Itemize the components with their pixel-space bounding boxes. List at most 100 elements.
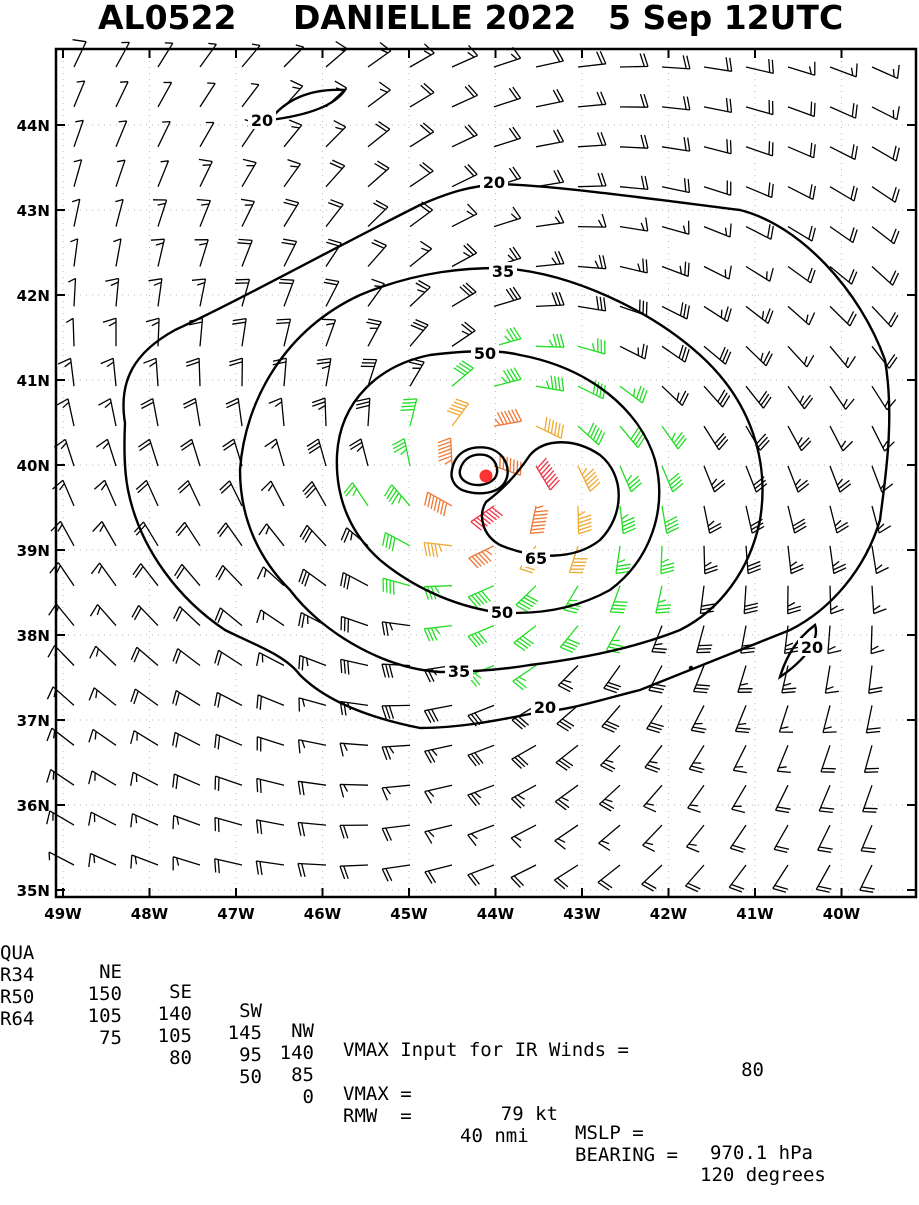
wind-barb — [143, 357, 159, 387]
vmax-label: VMAX = — [343, 1083, 412, 1105]
vmax-value: 79 kt — [500, 1102, 558, 1125]
wind-barb — [409, 43, 435, 68]
wind-barb — [451, 321, 476, 347]
wind-barb — [535, 169, 565, 188]
wind-barb — [820, 745, 836, 773]
wind-barb — [340, 658, 369, 675]
wind-barb — [773, 824, 790, 854]
wind-barb — [699, 585, 715, 615]
wind-barb — [172, 856, 201, 871]
wind-barb — [98, 398, 117, 427]
contour-label-bg — [489, 262, 517, 280]
wind-barb — [661, 505, 680, 535]
wind-barb — [535, 333, 565, 348]
wind-barb — [619, 134, 649, 149]
vmax-input-value: 80 — [741, 1058, 764, 1081]
contour-label-bg — [471, 344, 499, 362]
wind-barb — [619, 175, 649, 191]
wind-barb — [240, 198, 255, 227]
wind-barb — [787, 465, 810, 493]
wind-barb — [619, 465, 642, 493]
wind-barb — [50, 520, 75, 547]
wind-barb — [172, 648, 201, 667]
wind-barb — [340, 615, 369, 633]
contour-65-inner-b — [458, 453, 499, 487]
wind-barb — [360, 358, 378, 387]
wind-barb — [174, 563, 201, 587]
wind-barb — [787, 385, 814, 410]
small-dot — [688, 665, 694, 671]
wind-barb — [424, 864, 453, 884]
wind-barb — [661, 220, 690, 235]
map-frame — [54, 47, 918, 899]
wind-barb — [172, 731, 201, 748]
storm-name: DANIELLE 2022 — [293, 0, 577, 37]
r64-ne: 75 — [99, 1027, 122, 1049]
wind-barb — [339, 783, 369, 798]
lon-label: 43W — [563, 905, 601, 923]
wind-barb — [113, 238, 122, 267]
wind-barb — [619, 505, 636, 535]
wind-barb — [493, 408, 523, 427]
contour-65-inner-a — [450, 446, 509, 495]
r64-se: 80 — [169, 1046, 192, 1069]
wind-barb — [237, 238, 253, 267]
wind-barb — [563, 585, 581, 614]
wind-barb — [185, 357, 201, 387]
wind-barb — [619, 299, 648, 317]
wind-barb — [829, 345, 856, 369]
wind-barb — [70, 238, 79, 267]
wind-barb — [194, 239, 209, 267]
wind-barb — [214, 649, 243, 667]
wind-barb — [88, 728, 117, 746]
wind-barb — [871, 64, 900, 79]
wind-barb — [535, 375, 565, 392]
wind-barb — [703, 345, 732, 365]
wind-barb — [48, 851, 75, 866]
wind-barb — [745, 345, 773, 367]
wind-barb — [298, 654, 327, 671]
wind-barb — [703, 385, 731, 408]
wind-barb — [381, 621, 411, 636]
wind-barb — [49, 562, 75, 587]
wind-barb — [73, 159, 83, 187]
wind-barb — [100, 357, 117, 387]
wind-barb — [256, 694, 285, 710]
wind-barb — [690, 705, 707, 734]
wind-barb — [73, 80, 86, 108]
wind-barb — [643, 784, 663, 813]
wind-barb — [493, 206, 522, 228]
wind-barb — [381, 864, 411, 882]
r64-nw: 0 — [302, 1085, 314, 1108]
wind-barb — [619, 93, 649, 108]
wind-barb — [424, 784, 453, 804]
wind-barb — [775, 784, 791, 814]
wind-barb — [88, 687, 117, 706]
wind-barb — [214, 775, 243, 791]
lat-label: 40N — [17, 457, 50, 475]
wind-barb — [829, 265, 858, 285]
wind-barb — [157, 42, 174, 68]
wind-barb — [493, 86, 522, 108]
col-se: SE — [169, 980, 192, 1003]
wind-barb — [325, 120, 347, 148]
wind-barb — [787, 101, 816, 118]
r50-ne: 105 — [87, 1005, 122, 1027]
wind-barb — [88, 811, 117, 826]
r50-sw: 95 — [239, 1044, 262, 1066]
wind-barb — [340, 527, 369, 547]
wind-barb — [776, 745, 791, 774]
wind-barb — [409, 122, 435, 148]
wind-barb — [216, 522, 243, 547]
wind-barb — [339, 700, 369, 716]
wind-barb — [148, 278, 163, 307]
wind-barb — [829, 226, 858, 244]
r34-nw: 140 — [279, 1041, 314, 1064]
wind-barb — [745, 182, 774, 199]
wind-barb — [115, 41, 130, 68]
wind-barb — [152, 199, 168, 227]
wind-barb — [870, 625, 885, 655]
wind-barb — [46, 686, 75, 706]
wind-barb — [381, 784, 411, 801]
lon-label: 42W — [650, 905, 688, 923]
